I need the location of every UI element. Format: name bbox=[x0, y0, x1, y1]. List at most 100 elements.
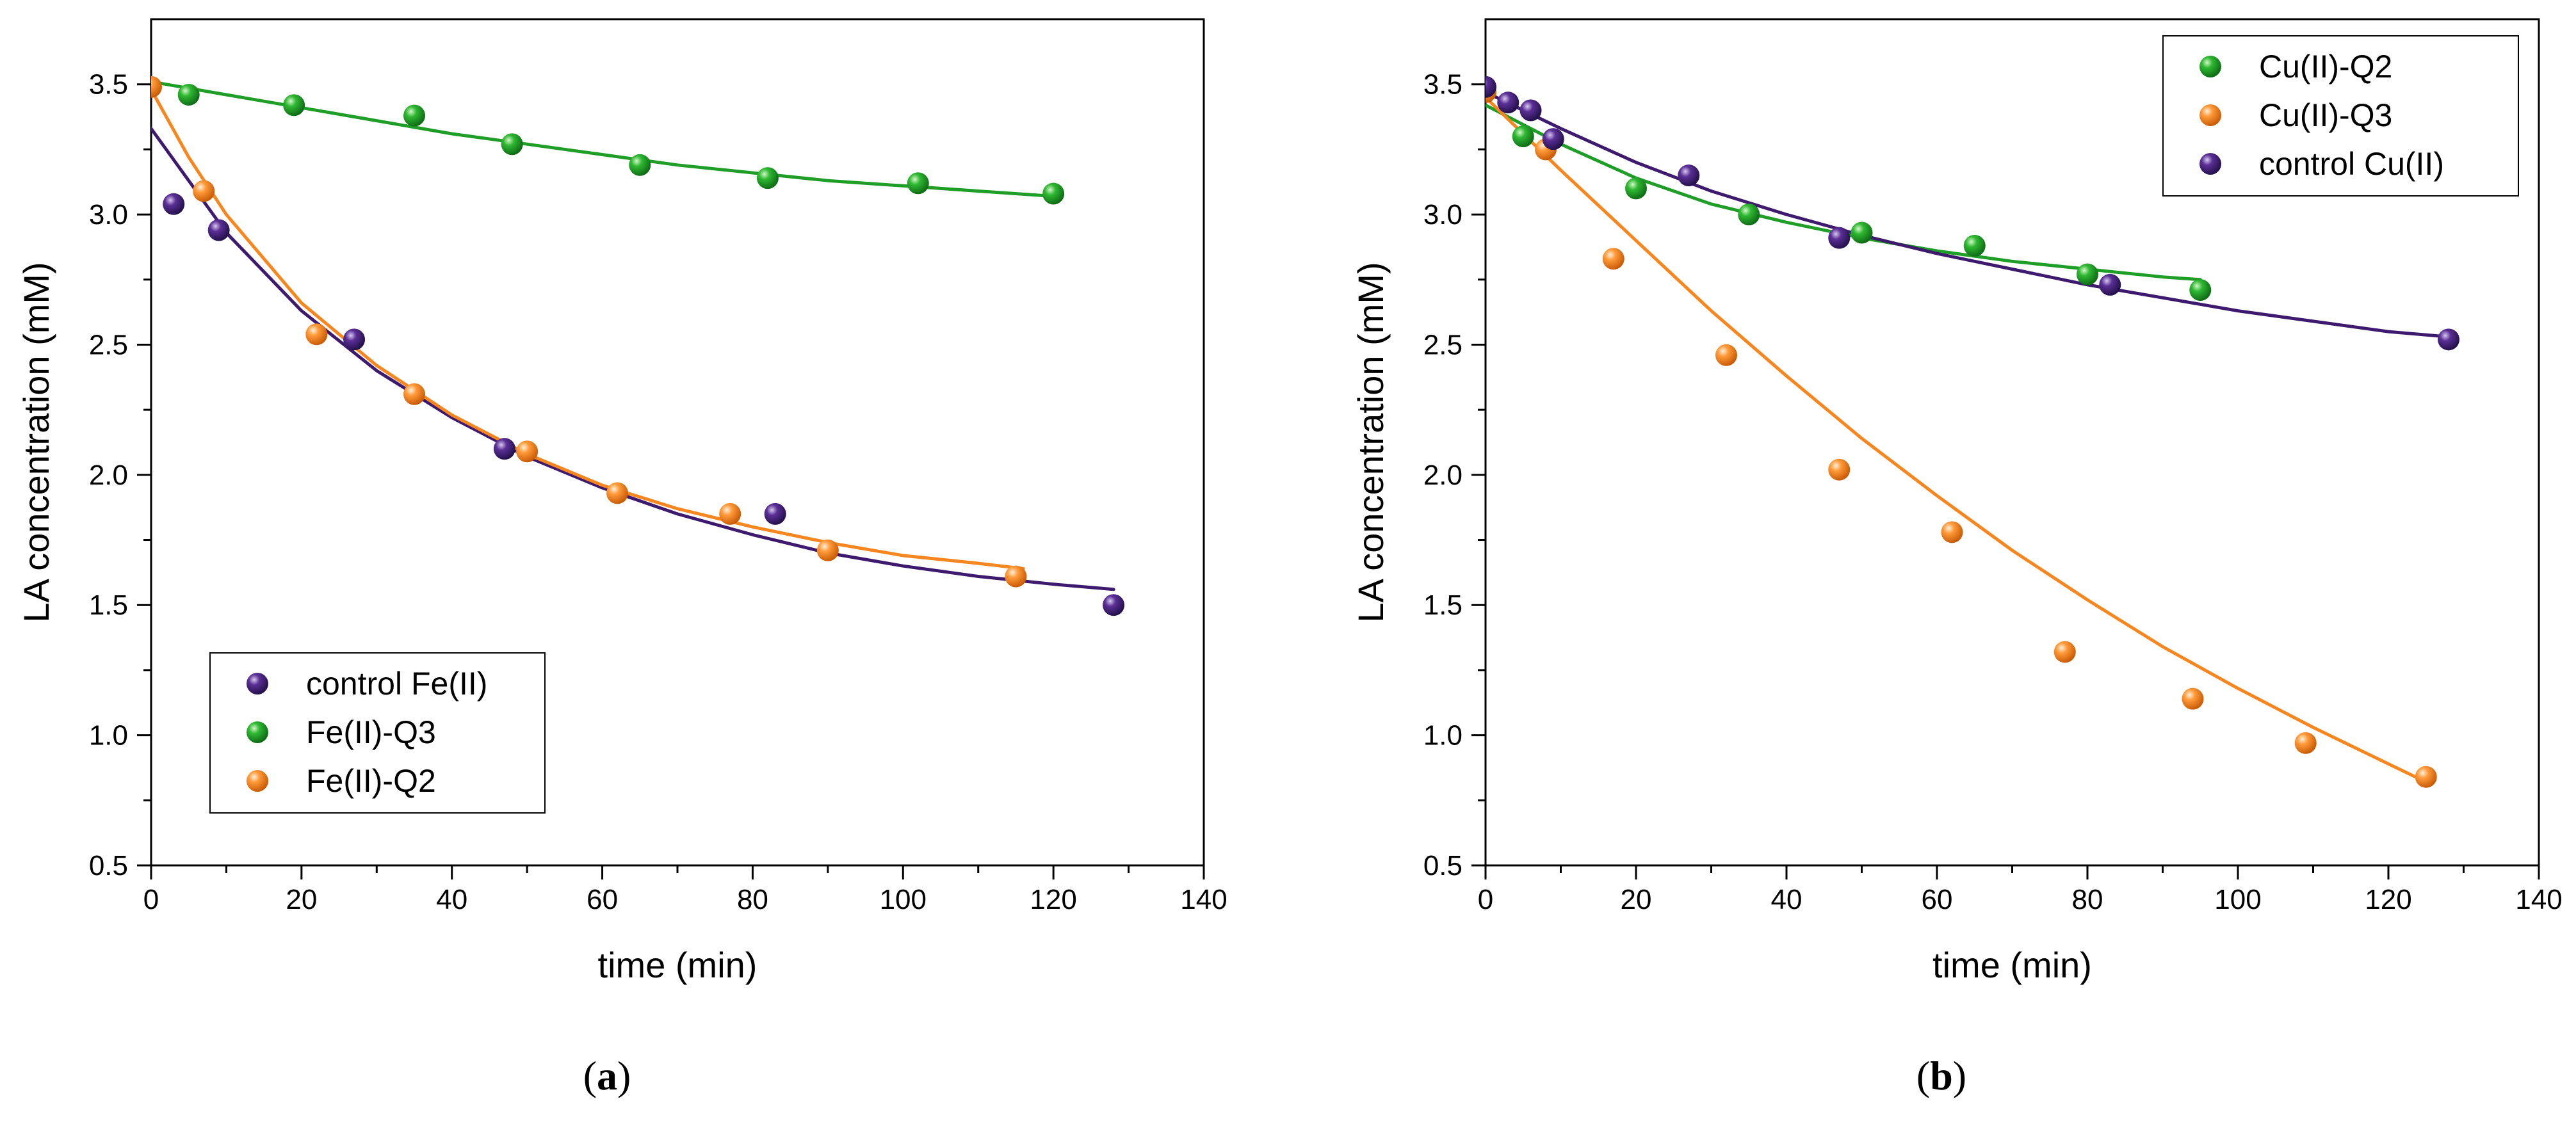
legend-label-cu-ii-q3: Cu(II)-Q3 bbox=[2259, 97, 2392, 133]
y-tick-label: 1.5 bbox=[1423, 590, 1462, 621]
x-tick-label: 80 bbox=[737, 884, 768, 915]
data-point-fe-ii-q2 bbox=[305, 323, 328, 346]
data-point-fe-ii-q2 bbox=[719, 502, 741, 525]
y-tick-label: 2.0 bbox=[1423, 460, 1462, 491]
legend-marker-control-cu-ii bbox=[2199, 153, 2221, 175]
data-point-fe-ii-q2 bbox=[606, 482, 629, 504]
data-point-fe-ii-q3 bbox=[756, 167, 779, 189]
y-tick-label: 2.5 bbox=[89, 329, 128, 360]
panel-b-caption: (b) bbox=[1916, 1053, 1966, 1098]
y-tick-label: 2.0 bbox=[89, 460, 128, 491]
legend-label-control-fe-ii: control Fe(II) bbox=[306, 666, 487, 702]
plot-area bbox=[1486, 76, 2459, 788]
x-axis-label: time (min) bbox=[598, 945, 757, 985]
y-tick-label: 2.5 bbox=[1423, 329, 1462, 360]
legend-marker-fe-ii-q3 bbox=[247, 721, 268, 743]
data-point-control-fe-ii bbox=[163, 193, 185, 215]
x-tick-label: 40 bbox=[436, 884, 467, 915]
data-point-cu-ii-q2 bbox=[1625, 177, 1647, 200]
x-tick-label: 120 bbox=[2365, 884, 2411, 915]
legend-label-cu-ii-q2: Cu(II)-Q2 bbox=[2259, 49, 2392, 84]
y-tick-label: 1.5 bbox=[89, 590, 128, 621]
data-point-cu-ii-q3 bbox=[2294, 732, 2317, 754]
y-axis-label: LA concentration (mM) bbox=[16, 262, 56, 622]
x-tick-label: 140 bbox=[1180, 884, 1227, 915]
x-tick-label: 0 bbox=[1478, 884, 1493, 915]
panel-a-caption: (a) bbox=[583, 1053, 631, 1098]
x-tick-label: 20 bbox=[286, 884, 317, 915]
data-point-fe-ii-q2 bbox=[151, 76, 162, 98]
fit-line-fe-ii-q2 bbox=[151, 88, 1025, 570]
data-point-cu-ii-q3 bbox=[1941, 521, 1963, 543]
x-tick-label: 120 bbox=[1030, 884, 1076, 915]
legend: Cu(II)-Q2 Cu(II)-Q3 control Cu(II) bbox=[2162, 35, 2519, 197]
data-point-cu-ii-q2 bbox=[2077, 263, 2098, 285]
data-point-cu-ii-q2 bbox=[1963, 234, 1986, 257]
data-point-control-fe-ii bbox=[1103, 594, 1125, 616]
legend-label-fe-ii-q3: Fe(II)-Q3 bbox=[306, 714, 436, 750]
data-point-fe-ii-q2 bbox=[193, 180, 215, 202]
x-tick-label: 40 bbox=[1771, 884, 1802, 915]
x-axis-label: time (min) bbox=[1932, 945, 2092, 985]
data-point-cu-ii-q2 bbox=[1738, 204, 1760, 226]
data-point-control-cu-ii bbox=[1486, 76, 1496, 98]
x-tick-label: 100 bbox=[2214, 884, 2261, 915]
data-point-cu-ii-q3 bbox=[1715, 344, 1737, 366]
y-tick-label: 3.5 bbox=[89, 69, 128, 100]
y-tick-label: 0.5 bbox=[89, 850, 128, 881]
data-point-fe-ii-q2 bbox=[403, 383, 425, 405]
x-tick-label: 20 bbox=[1621, 884, 1652, 915]
y-tick-label: 1.0 bbox=[89, 720, 128, 751]
data-point-control-fe-ii bbox=[207, 219, 230, 241]
data-point-control-fe-ii bbox=[493, 438, 515, 460]
data-point-fe-ii-q3 bbox=[907, 172, 929, 195]
data-point-cu-ii-q2 bbox=[1851, 221, 1873, 244]
data-point-cu-ii-q3 bbox=[2182, 687, 2204, 710]
legend-box bbox=[2162, 35, 2519, 197]
y-axis-label: LA concentration (mM) bbox=[1350, 262, 1391, 622]
x-tick-label: 0 bbox=[143, 884, 159, 915]
data-point-cu-ii-q3 bbox=[1602, 248, 1624, 270]
data-point-cu-ii-q2 bbox=[2189, 279, 2212, 301]
legend-marker-fe-ii-q2 bbox=[247, 770, 268, 792]
data-point-control-fe-ii bbox=[343, 328, 366, 351]
y-tick-label: 0.5 bbox=[1423, 850, 1462, 881]
data-point-control-cu-ii bbox=[1542, 128, 1564, 150]
fit-line-cu-ii-q3 bbox=[1486, 95, 2428, 784]
data-point-fe-ii-q3 bbox=[1042, 182, 1065, 205]
data-point-fe-ii-q3 bbox=[629, 154, 651, 176]
data-point-cu-ii-q3 bbox=[2054, 641, 2076, 663]
x-tick-label: 80 bbox=[2072, 884, 2103, 915]
data-point-fe-ii-q3 bbox=[501, 133, 523, 156]
y-tick-label: 3.0 bbox=[89, 199, 128, 230]
data-point-control-cu-ii bbox=[1519, 99, 1542, 122]
fit-line-cu-ii-q2 bbox=[1486, 103, 2202, 282]
data-point-control-cu-ii bbox=[2438, 328, 2459, 351]
legend: control Fe(II) Fe(II)-Q3 Fe(II)-Q2 bbox=[209, 652, 546, 814]
data-point-fe-ii-q2 bbox=[516, 440, 539, 463]
legend-marker-cu-ii-q3 bbox=[2199, 104, 2221, 126]
x-tick-label: 140 bbox=[2515, 884, 2562, 915]
legend-label-fe-ii-q2: Fe(II)-Q2 bbox=[306, 763, 436, 799]
x-tick-label: 60 bbox=[587, 884, 618, 915]
data-point-fe-ii-q3 bbox=[403, 104, 425, 127]
data-point-cu-ii-q2 bbox=[1512, 125, 1534, 148]
legend-marker-cu-ii-q2 bbox=[2199, 56, 2221, 77]
fit-line-control-fe-ii bbox=[151, 127, 1115, 591]
data-point-control-cu-ii bbox=[1678, 165, 1700, 187]
y-tick-label: 1.0 bbox=[1423, 720, 1462, 751]
chart-panel-b: 0 20 40 60 80 100 120 140 0.5 1.0 1.5 2.0 2.5 3.0 3.5 t… bbox=[1350, 18, 2563, 985]
legend-marker-control-fe-ii bbox=[247, 673, 268, 694]
data-point-fe-ii-q2 bbox=[816, 539, 839, 561]
fit-line-control-cu-ii bbox=[1486, 90, 2450, 339]
data-point-control-cu-ii bbox=[1497, 92, 1519, 114]
data-point-cu-ii-q3 bbox=[1828, 458, 1851, 481]
data-point-control-cu-ii bbox=[1828, 227, 1851, 249]
y-tick-label: 3.5 bbox=[1423, 69, 1462, 100]
data-point-control-fe-ii bbox=[764, 502, 786, 525]
chart-panel-a: 0 20 40 60 80 100 120 140 0.5 1.0 1.5 2.0 2.5 3.0 3.5 t… bbox=[16, 18, 1227, 985]
x-tick-label: 100 bbox=[880, 884, 927, 915]
data-point-fe-ii-q3 bbox=[283, 94, 305, 116]
